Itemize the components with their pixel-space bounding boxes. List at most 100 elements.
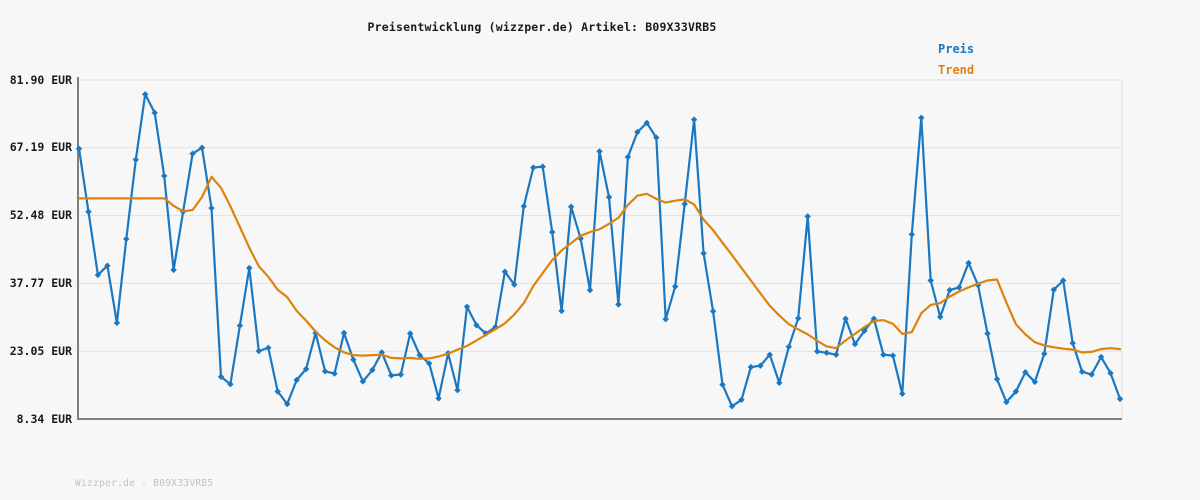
- data-point-marker[interactable]: [672, 283, 679, 290]
- data-point-marker[interactable]: [918, 114, 925, 121]
- data-point-marker[interactable]: [605, 193, 613, 201]
- data-point-marker[interactable]: [634, 128, 641, 136]
- data-point-marker[interactable]: [1050, 286, 1057, 293]
- data-point-marker[interactable]: [757, 362, 764, 369]
- data-point-marker[interactable]: [198, 144, 206, 151]
- data-point-marker[interactable]: [927, 277, 934, 284]
- data-point-marker[interactable]: [274, 388, 281, 395]
- data-point-marker[interactable]: [567, 203, 575, 210]
- data-point-marker[interactable]: [388, 372, 395, 379]
- data-point-marker[interactable]: [851, 340, 859, 348]
- data-point-marker[interactable]: [984, 330, 991, 337]
- data-point-marker[interactable]: [104, 262, 111, 269]
- data-point-marker[interactable]: [776, 379, 783, 386]
- data-point-marker[interactable]: [823, 349, 830, 356]
- data-point-marker[interactable]: [880, 351, 887, 358]
- data-point-marker[interactable]: [1041, 350, 1048, 357]
- data-point-marker[interactable]: [113, 319, 121, 327]
- data-point-marker[interactable]: [832, 351, 840, 358]
- data-point-marker[interactable]: [615, 301, 622, 308]
- data-point-marker[interactable]: [530, 164, 537, 171]
- data-point-marker[interactable]: [359, 378, 367, 385]
- data-point-marker[interactable]: [227, 381, 234, 388]
- data-point-marker[interactable]: [899, 390, 906, 397]
- data-point-marker[interactable]: [123, 235, 130, 243]
- data-point-marker[interactable]: [785, 343, 792, 350]
- data-point-marker[interactable]: [700, 250, 707, 257]
- data-point-marker[interactable]: [993, 375, 1001, 383]
- data-point-marker[interactable]: [814, 348, 821, 355]
- data-point-marker[interactable]: [255, 347, 262, 355]
- data-point-marker[interactable]: [937, 313, 944, 321]
- data-point-marker[interactable]: [1097, 353, 1105, 361]
- data-point-marker[interactable]: [653, 134, 660, 141]
- data-point-marker[interactable]: [1022, 369, 1029, 376]
- data-point-marker[interactable]: [558, 307, 565, 315]
- data-point-marker[interactable]: [1107, 369, 1114, 377]
- data-point-marker[interactable]: [236, 322, 244, 329]
- data-point-marker[interactable]: [586, 286, 594, 294]
- data-point-marker[interactable]: [662, 316, 669, 323]
- data-point-marker[interactable]: [1003, 398, 1010, 406]
- data-point-marker[interactable]: [719, 381, 726, 388]
- data-point-marker[interactable]: [511, 281, 518, 288]
- data-point-marker[interactable]: [302, 365, 310, 373]
- data-point-marker[interactable]: [946, 286, 953, 294]
- data-point-marker[interactable]: [1012, 388, 1020, 395]
- data-point-marker[interactable]: [321, 368, 329, 375]
- data-point-marker[interactable]: [549, 228, 556, 236]
- data-point-marker[interactable]: [501, 268, 509, 275]
- data-point-marker[interactable]: [965, 259, 972, 267]
- data-point-marker[interactable]: [331, 370, 338, 377]
- data-point-marker[interactable]: [189, 150, 196, 157]
- data-point-marker[interactable]: [85, 208, 92, 215]
- data-point-marker[interactable]: [795, 315, 802, 322]
- data-point-marker[interactable]: [643, 119, 650, 127]
- data-point-marker[interactable]: [94, 271, 102, 279]
- data-point-marker[interactable]: [709, 308, 717, 315]
- data-point-marker[interactable]: [908, 231, 915, 238]
- data-point-marker[interactable]: [265, 344, 272, 351]
- data-point-marker[interactable]: [407, 330, 414, 337]
- data-point-marker[interactable]: [435, 395, 442, 402]
- data-point-marker[interactable]: [397, 371, 404, 378]
- data-point-marker[interactable]: [1088, 371, 1095, 378]
- data-point-marker[interactable]: [426, 360, 433, 367]
- data-point-marker[interactable]: [804, 213, 811, 220]
- data-point-marker[interactable]: [473, 322, 480, 329]
- data-point-marker[interactable]: [151, 109, 158, 116]
- data-point-marker[interactable]: [246, 264, 253, 272]
- data-point-marker[interactable]: [889, 352, 897, 359]
- data-point-marker[interactable]: [955, 284, 963, 291]
- data-point-marker[interactable]: [340, 329, 348, 337]
- data-point-marker[interactable]: [596, 148, 603, 155]
- data-point-marker[interactable]: [132, 156, 139, 163]
- data-point-marker[interactable]: [842, 315, 849, 322]
- data-point-marker[interactable]: [369, 366, 376, 374]
- data-point-marker[interactable]: [728, 403, 736, 410]
- data-point-marker[interactable]: [624, 153, 632, 161]
- data-point-marker[interactable]: [75, 145, 83, 152]
- data-point-marker[interactable]: [170, 266, 177, 274]
- data-point-marker[interactable]: [1060, 277, 1067, 284]
- data-point-marker[interactable]: [1116, 395, 1124, 403]
- data-point-marker[interactable]: [284, 400, 291, 408]
- data-point-marker[interactable]: [747, 363, 755, 371]
- data-point-marker[interactable]: [416, 351, 423, 359]
- data-point-marker[interactable]: [208, 204, 215, 212]
- data-point-marker[interactable]: [738, 396, 745, 403]
- data-point-marker[interactable]: [766, 351, 773, 358]
- data-point-marker[interactable]: [1031, 378, 1038, 386]
- data-point-marker[interactable]: [454, 387, 461, 394]
- data-point-marker[interactable]: [681, 200, 688, 208]
- data-point-marker[interactable]: [350, 356, 357, 363]
- data-point-marker[interactable]: [520, 203, 527, 210]
- data-point-marker[interactable]: [1069, 339, 1076, 347]
- data-point-marker[interactable]: [577, 235, 584, 242]
- data-point-marker[interactable]: [539, 163, 546, 170]
- data-point-marker[interactable]: [142, 91, 149, 98]
- data-point-marker[interactable]: [690, 116, 698, 123]
- data-point-marker[interactable]: [1078, 368, 1086, 375]
- data-point-marker[interactable]: [463, 303, 471, 310]
